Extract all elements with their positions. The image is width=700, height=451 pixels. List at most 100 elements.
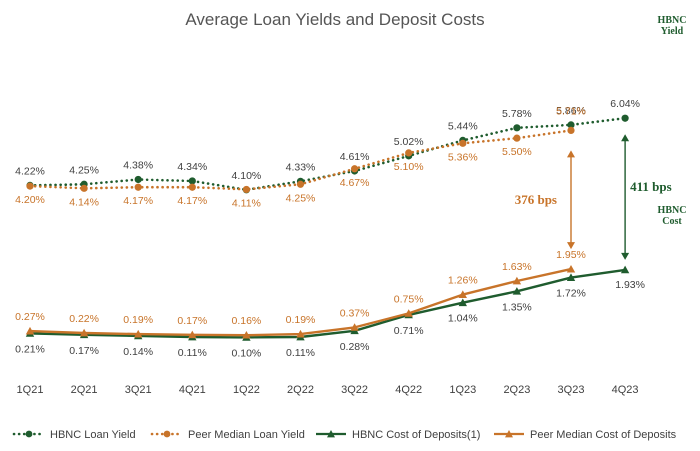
peer-median-loan-yield-point: [351, 165, 359, 173]
peer-median-loan-yield-data-label: 4.14%: [69, 196, 99, 208]
peer-median-loan-yield-data-label: 4.25%: [286, 192, 316, 204]
hbnc-loan-yield-data-label: 5.86%: [556, 105, 586, 117]
peer-median-loan-yield-point: [567, 126, 575, 135]
hbnc-cost-of-deposits-data-label: 0.10%: [232, 347, 262, 359]
hbnc-cost-label-line-2: Cost: [662, 216, 682, 227]
peer-median-loan-yield-point: [242, 185, 250, 194]
x-tick-label: 4Q21: [179, 384, 206, 396]
hbnc-spread-arrow-head-up: [621, 134, 630, 142]
hbnc-loan-yield-data-label: 4.61%: [340, 151, 370, 163]
peer-median-loan-yield-data-label: 4.67%: [340, 177, 370, 189]
legend-marker-peer-median-cost-of-deposits: [505, 430, 513, 438]
x-tick-label: 1Q22: [233, 384, 260, 396]
peer-median-cost-of-deposits-data-label: 1.63%: [502, 261, 532, 273]
peer-median-cost-of-deposits-point: [404, 309, 413, 317]
hbnc-cost-of-deposits-line: [29, 268, 626, 339]
hbnc-cost-of-deposits-data-label: 0.11%: [178, 347, 207, 359]
legend-item-peer-median-cost-of-deposits: Peer Median Cost of Deposits: [494, 429, 677, 441]
x-tick-label: 3Q21: [125, 384, 152, 396]
hbnc-loan-yield-data-label: 4.34%: [177, 161, 207, 173]
peer-median-cost-of-deposits-data-label: 0.19%: [286, 314, 316, 326]
x-axis-ticks: 1Q21 2Q21 3Q21 4Q21 1Q22 2Q22 3Q22 4Q22 1Q23 2Q23…: [17, 384, 639, 396]
peer-median-cost-of-deposits-data-label: 1.95%: [556, 249, 586, 261]
legend-item-hbnc-cost-of-deposits: HBNC Cost of Deposits(1): [316, 429, 480, 441]
peer-median-loan-yield-data-label: 5.36%: [448, 151, 478, 163]
hbnc-cost-of-deposits-point: [512, 287, 522, 295]
peer-median-cost-of-deposits-point: [458, 290, 467, 298]
hbnc-cost-of-deposits-point: [566, 273, 576, 281]
legend-label-hbnc-cost-of-deposits: HBNC Cost of Deposits(1): [352, 429, 480, 441]
peer-median-cost-of-deposits-data-label: 0.27%: [15, 311, 45, 323]
peer-median-cost-of-deposits-point: [296, 329, 305, 338]
legend: HBNC Loan Yield Peer Median Loan Yield HBN…: [12, 429, 677, 441]
x-tick-label: 2Q23: [503, 384, 530, 396]
legend-marker-hbnc-loan-yield: [25, 430, 33, 438]
hbnc-cost-of-deposits-data-label: 0.21%: [15, 343, 45, 355]
hbnc-loan-yield-point: [567, 121, 575, 129]
x-tick-label: 4Q22: [395, 384, 422, 396]
series-lines: [28, 116, 627, 339]
hbnc-cost-of-deposits-data-label: 1.35%: [502, 301, 532, 313]
peer-median-cost-of-deposits-point: [25, 326, 35, 335]
peer-median-loan-yield-data-label: 5.71%: [556, 105, 586, 117]
peer-median-cost-of-deposits-point: [242, 330, 251, 339]
peer-median-cost-of-deposits-point: [512, 276, 522, 285]
hbnc-yield-label-line-1: HBNC: [658, 15, 687, 26]
hbnc-loan-yield-data-label: 5.78%: [502, 108, 532, 120]
legend-item-hbnc-loan-yield: HBNC Loan Yield: [12, 429, 136, 441]
hbnc-yield-label-line-2: Yield: [661, 26, 684, 37]
peer-median-cost-of-deposits-data-label: 0.37%: [340, 307, 370, 319]
peer-median-loan-yield-point: [405, 149, 413, 157]
peer-median-cost-of-deposits-point: [134, 329, 143, 338]
peer-median-loan-yield-point: [80, 184, 88, 192]
peer-median-cost-of-deposits-point: [350, 323, 359, 331]
hbnc-spread-label: 411 bps: [630, 179, 672, 194]
peer-median-loan-yield-point: [134, 183, 142, 191]
hbnc-loan-yield-point: [188, 177, 196, 185]
hbnc-cost-of-deposits-data-label: 0.11%: [286, 347, 315, 359]
legend-label-hbnc-loan-yield: HBNC Loan Yield: [50, 429, 136, 441]
peer-median-loan-yield-point: [296, 180, 305, 188]
hbnc-cost-of-deposits-point: [458, 298, 467, 307]
hbnc-cost-of-deposits-data-label: 0.17%: [69, 345, 99, 357]
peer-median-cost-of-deposits-point: [79, 328, 89, 337]
peer-spread-arrow-head-up: [567, 150, 575, 158]
hbnc-loan-yield-point: [621, 114, 629, 122]
hbnc-cost-of-deposits-data-label: 1.04%: [448, 313, 478, 325]
legend-item-peer-median-loan-yield: Peer Median Loan Yield: [150, 429, 305, 441]
peer-spread-arrow-head-down: [567, 242, 575, 250]
hbnc-loan-yield-data-label: 4.25%: [69, 164, 99, 176]
peer-median-loan-yield-point: [26, 182, 34, 190]
hbnc-loan-yield-point: [513, 124, 521, 132]
peer-spread-label: 376 bps: [515, 192, 557, 207]
hbnc-loan-yield-data-label: 5.44%: [448, 120, 478, 132]
peer-median-loan-yield-data-label: 5.50%: [502, 146, 532, 158]
peer-median-cost-of-deposits-point: [566, 264, 576, 273]
x-tick-label: 3Q23: [558, 384, 585, 396]
series-markers: [25, 114, 630, 341]
hbnc-loan-yield-line: [28, 116, 627, 192]
peer-median-cost-of-deposits-point: [188, 330, 197, 339]
legend-label-peer-median-loan-yield: Peer Median Loan Yield: [188, 429, 305, 441]
chart-title: Average Loan Yields and Deposit Costs: [185, 10, 484, 29]
peer-median-cost-of-deposits-data-label: 0.16%: [232, 315, 262, 327]
x-tick-label: 3Q22: [341, 384, 368, 396]
peer-median-cost-of-deposits-data-label: 0.17%: [177, 315, 207, 327]
x-tick-label: 4Q23: [612, 384, 639, 396]
hbnc-loan-yield-data-label: 5.02%: [394, 136, 424, 148]
peer-median-loan-yield-data-label: 4.20%: [15, 194, 45, 206]
data-labels: 4.22% 4.25% 4.38% 4.34% 4.10% 4.33% 4.61% 5.02%…: [15, 98, 645, 359]
x-tick-label: 2Q21: [71, 384, 98, 396]
x-tick-label: 1Q23: [449, 384, 476, 396]
legend-label-peer-median-cost-of-deposits: Peer Median Cost of Deposits: [530, 429, 677, 441]
hbnc-cost-of-deposits-data-label: 0.28%: [340, 341, 370, 353]
peer-median-cost-of-deposits-data-label: 0.75%: [394, 293, 424, 305]
peer-median-loan-yield-data-label: 5.10%: [394, 161, 424, 173]
hbnc-cost-of-deposits-data-label: 0.14%: [123, 346, 153, 358]
peer-median-cost-of-deposits-data-label: 1.26%: [448, 275, 478, 287]
hbnc-cost-label-line-1: HBNC: [658, 205, 687, 216]
x-tick-label: 2Q22: [287, 384, 314, 396]
